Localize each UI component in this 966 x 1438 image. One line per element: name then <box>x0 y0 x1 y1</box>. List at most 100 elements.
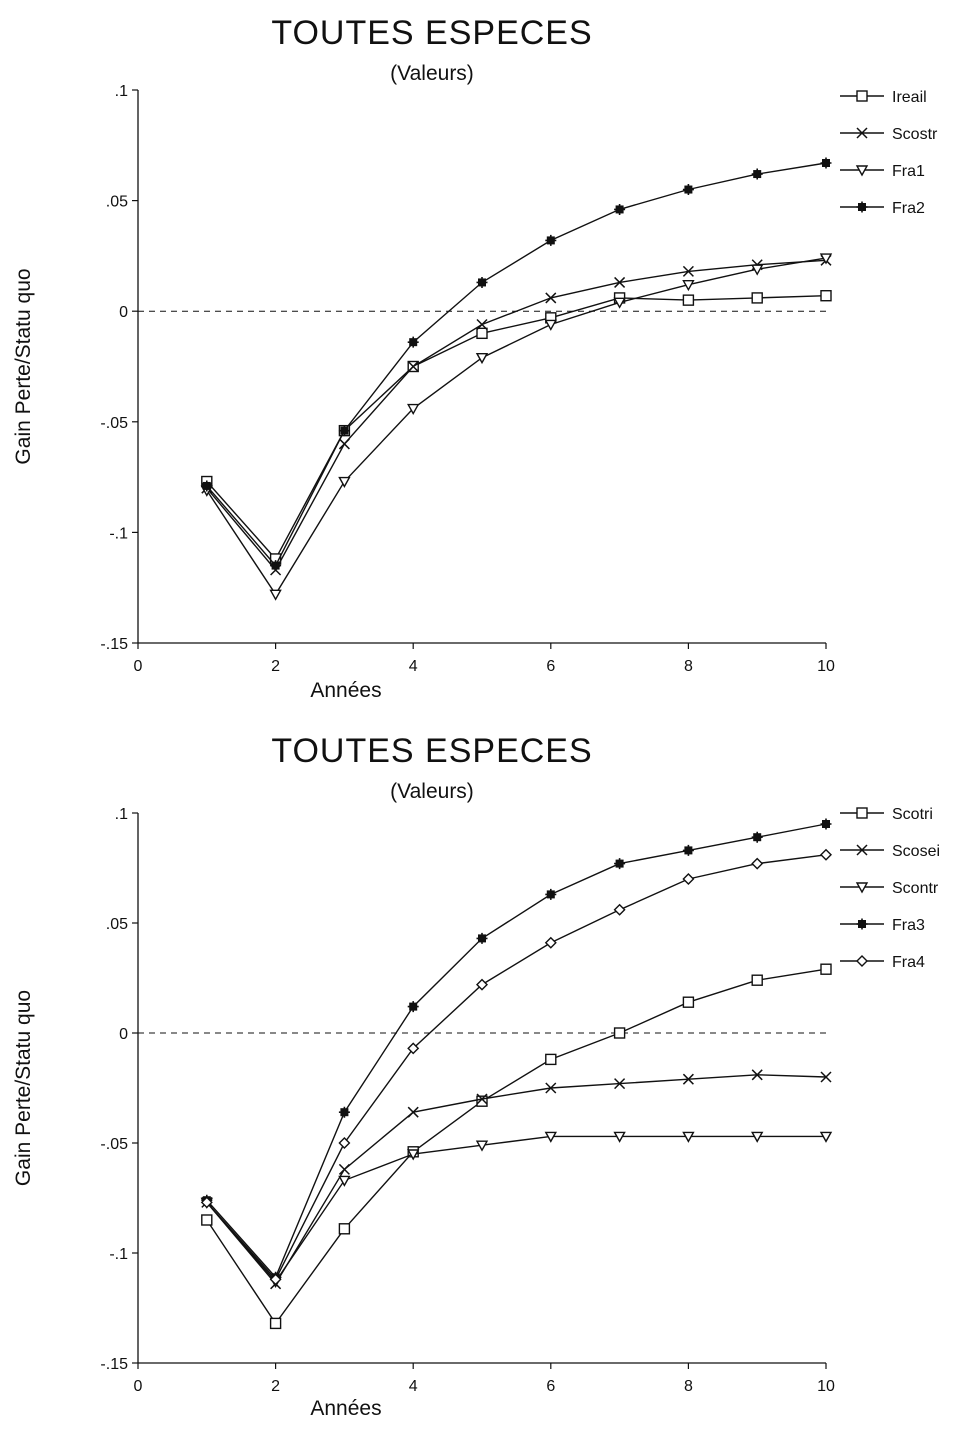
data-point-fra2 <box>614 203 626 215</box>
y-tick-label: -.05 <box>100 415 128 432</box>
data-point-scotri <box>682 996 695 1008</box>
data-point-ireail <box>476 327 488 340</box>
data-point-ireail <box>682 294 695 306</box>
data-point-scotri <box>269 1317 282 1330</box>
data-point-scotri <box>201 1214 213 1226</box>
data-point-scontr <box>682 1131 695 1143</box>
series-scostr <box>201 254 832 576</box>
data-point-fra3 <box>820 818 832 830</box>
data-point-scontr <box>544 1131 557 1143</box>
data-point-scotri <box>613 1027 626 1039</box>
x-tick-label: 4 <box>409 1378 418 1395</box>
data-point-scostr <box>476 318 488 331</box>
data-point-fra4 <box>751 857 764 870</box>
series-fra4 <box>200 848 832 1286</box>
legend-marker <box>856 844 868 856</box>
series-line-ireail <box>206 295 827 561</box>
series-line-fra2 <box>206 162 827 567</box>
data-point-fra1 <box>338 476 351 488</box>
x-tick-label: 0 <box>134 1378 143 1395</box>
data-point-fra4 <box>200 1196 213 1209</box>
data-point-scotri <box>338 1223 351 1235</box>
x-tick-label: 8 <box>684 658 693 675</box>
data-point-fra2 <box>201 480 213 492</box>
chart-subtitle: (Valeurs) <box>390 780 474 803</box>
data-point-scosei <box>820 1071 832 1083</box>
legend-label: Scontr <box>892 880 939 897</box>
legend-marker <box>856 201 868 213</box>
y-tick-label: 0 <box>119 1026 128 1043</box>
series-fra3 <box>201 818 832 1283</box>
data-point-fra3 <box>682 844 694 856</box>
legend-label: Scosei <box>892 843 940 860</box>
data-point-fra1 <box>269 589 282 601</box>
y-tick-label: -.1 <box>109 1246 128 1263</box>
data-point-fra1 <box>682 279 695 292</box>
y-axis-label: Gain Perte/Statu quo <box>12 990 35 1186</box>
series-scotri <box>201 963 832 1330</box>
y-tick-label: 0 <box>119 304 128 321</box>
data-point-fra4 <box>476 978 488 991</box>
legend-label: Ireail <box>892 89 927 106</box>
data-point-fra4 <box>269 1273 282 1286</box>
data-point-scosei <box>751 1069 763 1081</box>
data-point-scosei <box>407 1106 419 1118</box>
series-line-scontr <box>206 1135 826 1283</box>
series-fra1 <box>200 253 833 601</box>
series-line-scosei <box>206 1074 827 1285</box>
legend-item-fra2: Fra2 <box>840 200 925 217</box>
chart-panel-2: TOUTES ESPECES (Valeurs) .1 .05 0 -.05 -.1 -.15… <box>12 732 940 1420</box>
data-point-fra1 <box>475 352 489 365</box>
data-point-fra2 <box>682 184 694 196</box>
chart-subtitle: (Valeurs) <box>390 62 474 85</box>
data-point-fra1 <box>819 253 833 265</box>
legend-item-fra1: Fra1 <box>840 163 925 180</box>
data-point-ireail <box>751 292 763 304</box>
legend-marker <box>855 165 869 177</box>
data-point-fra2 <box>820 157 832 169</box>
data-point-scosei <box>545 1082 557 1094</box>
data-point-fra1 <box>751 264 764 276</box>
legend-item-scostr: Scostr <box>840 126 938 143</box>
data-point-scosei <box>614 1078 626 1090</box>
x-tick-label: 6 <box>546 658 555 675</box>
data-point-scosei <box>338 1163 350 1175</box>
data-point-fra4 <box>544 936 557 949</box>
data-point-fra4 <box>338 1137 351 1149</box>
series-fra2 <box>201 157 832 572</box>
x-axis-label: Années <box>310 1397 381 1420</box>
legend-label: Fra1 <box>892 163 925 180</box>
data-point-fra3 <box>476 932 488 944</box>
data-point-scotri <box>545 1053 557 1066</box>
x-tick-label: 2 <box>271 1378 280 1395</box>
data-point-scotri <box>751 974 763 986</box>
legend-label: Scotri <box>892 806 933 823</box>
data-point-scontr <box>613 1131 626 1143</box>
data-point-scostr <box>682 265 694 277</box>
x-tick-label: 0 <box>134 658 143 675</box>
data-point-scontr <box>819 1131 833 1143</box>
x-tick-label: 8 <box>684 1378 693 1395</box>
data-point-fra4 <box>682 873 695 885</box>
series-line-scotri <box>206 968 827 1325</box>
x-tick-label: 4 <box>409 658 418 675</box>
data-point-scontr <box>475 1140 489 1152</box>
y-tick-label: .05 <box>106 194 128 211</box>
data-point-fra1 <box>544 319 557 331</box>
legend-label: Fra2 <box>892 200 925 217</box>
legend-item-ireail: Ireail <box>840 89 927 106</box>
data-point-scontr <box>407 1149 420 1161</box>
series-ireail <box>201 290 832 565</box>
data-point-fra3 <box>751 831 763 843</box>
data-point-fra4 <box>613 903 626 916</box>
data-point-scotri <box>476 1095 488 1107</box>
data-point-fra3 <box>614 858 626 870</box>
data-point-scostr <box>338 438 350 450</box>
chart-title: TOUTES ESPECES <box>271 14 592 52</box>
y-tick-label: -.15 <box>100 1356 128 1373</box>
series-line-scostr <box>206 259 827 572</box>
data-point-fra2 <box>270 560 282 572</box>
legend-item-scotri: Scotri <box>840 806 933 823</box>
